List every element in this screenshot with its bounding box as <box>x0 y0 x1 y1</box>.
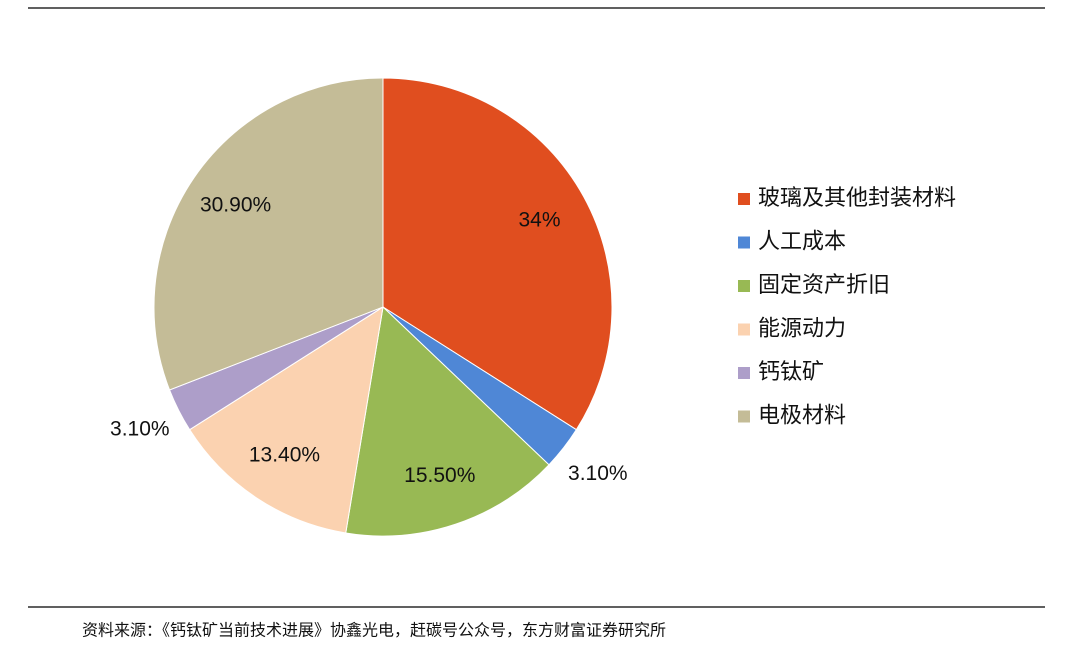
pie-slice <box>345 305 550 537</box>
legend-label: 人工成本 <box>758 228 846 253</box>
legend-label: 能源动力 <box>758 315 846 340</box>
data-label: 34% <box>519 208 561 231</box>
legend-swatch <box>738 323 750 336</box>
legend-label: 固定资产折旧 <box>758 272 890 297</box>
legend-swatch <box>738 410 750 423</box>
legend-swatch <box>738 280 750 292</box>
pie-slice <box>382 77 613 431</box>
data-label: 13.40% <box>249 444 320 467</box>
data-label: 3.10% <box>110 418 170 441</box>
legend-label: 钙钛矿 <box>758 359 824 384</box>
legend-swatch <box>738 367 750 379</box>
legend-swatch <box>738 236 750 249</box>
legend-label: 电极材料 <box>758 402 846 427</box>
data-label: 15.50% <box>404 464 475 487</box>
pie-slice <box>188 305 384 534</box>
pie-slice <box>153 77 384 391</box>
data-label: 3.10% <box>568 462 628 485</box>
data-label: 30.90% <box>200 194 271 217</box>
legend-label: 玻璃及其他封装材料 <box>758 185 956 210</box>
source-note: 资料来源：《钙钛矿当前技术进展》协鑫光电，赶碳号公众号，东方财富证券研究所 <box>82 621 666 640</box>
legend-swatch <box>738 193 750 205</box>
